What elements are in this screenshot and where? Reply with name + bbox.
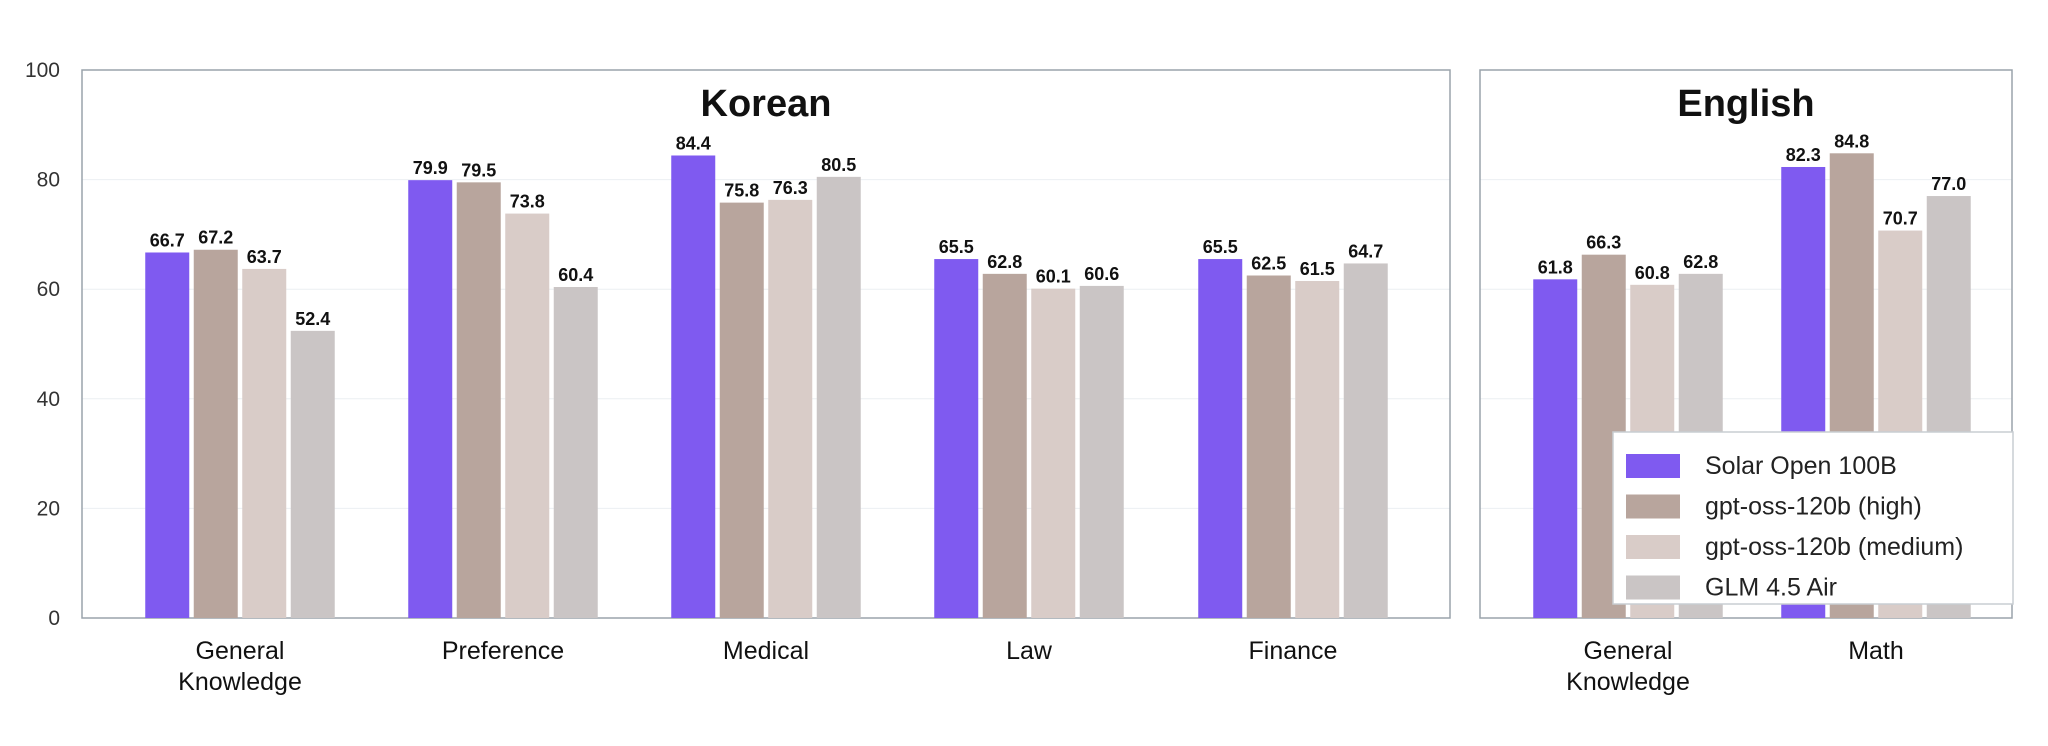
bar xyxy=(408,180,453,618)
legend-label: gpt-oss-120b (medium) xyxy=(1705,533,1963,561)
category-label-line: Finance xyxy=(1249,637,1338,665)
value-label: 60.6 xyxy=(1084,264,1119,284)
category-label: General Knowledge xyxy=(178,637,302,696)
value-label: 65.5 xyxy=(1203,237,1238,257)
bar xyxy=(671,155,716,618)
value-label: 65.5 xyxy=(939,237,974,257)
bar xyxy=(193,249,238,618)
bar xyxy=(719,202,764,618)
bar xyxy=(1295,280,1340,618)
value-label: 84.8 xyxy=(1834,131,1869,151)
value-label: 79.9 xyxy=(413,158,448,178)
value-label: 60.8 xyxy=(1635,263,1670,283)
y-tick-label: 20 xyxy=(37,497,60,520)
value-label: 64.7 xyxy=(1348,241,1383,261)
value-label: 60.1 xyxy=(1036,267,1071,287)
category-label: Preference xyxy=(442,637,564,665)
y-tick-label: 40 xyxy=(37,388,60,411)
category-label-line: Knowledge xyxy=(178,668,302,696)
bar xyxy=(290,330,335,618)
category-label-line: Medical xyxy=(723,637,809,665)
value-label: 60.4 xyxy=(558,265,593,285)
bar xyxy=(982,273,1027,618)
category-label-line: Preference xyxy=(442,637,564,665)
value-label: 66.3 xyxy=(1586,233,1621,253)
value-label: 61.5 xyxy=(1300,259,1335,279)
value-label: 66.7 xyxy=(150,230,185,250)
category-label: Math xyxy=(1848,637,1904,665)
category-label-line: Math xyxy=(1848,637,1904,665)
bar xyxy=(1343,263,1388,618)
y-tick-label: 0 xyxy=(48,607,60,630)
panel-title: English xyxy=(1677,83,1814,125)
bar xyxy=(553,287,598,618)
bar xyxy=(1198,259,1243,618)
category-label: Finance xyxy=(1249,637,1338,665)
bar xyxy=(1533,279,1578,618)
panel-frame xyxy=(81,69,1451,619)
bar xyxy=(1079,285,1124,618)
value-label: 73.8 xyxy=(510,192,545,212)
category-label: Medical xyxy=(723,637,809,665)
value-label: 61.8 xyxy=(1538,257,1573,277)
value-label: 63.7 xyxy=(247,247,282,267)
value-label: 79.5 xyxy=(461,160,496,180)
value-label: 75.8 xyxy=(724,181,759,201)
legend-swatch xyxy=(1626,494,1680,519)
value-label: 70.7 xyxy=(1883,209,1918,229)
bar xyxy=(768,199,813,618)
value-label: 62.5 xyxy=(1251,254,1286,274)
category-label: General Knowledge xyxy=(1566,637,1690,696)
bar xyxy=(145,252,190,618)
bar xyxy=(934,259,979,618)
legend-label: gpt-oss-120b (high) xyxy=(1705,493,1922,521)
legend-label: GLM 4.5 Air xyxy=(1705,574,1837,602)
value-label: 62.8 xyxy=(987,252,1022,272)
category-label: Law xyxy=(1006,637,1053,665)
category-label-line: General xyxy=(1584,637,1673,665)
legend-swatch xyxy=(1626,535,1680,559)
category-label-line: General xyxy=(196,637,285,665)
value-label: 84.4 xyxy=(676,133,711,153)
legend-label: Solar Open 100B xyxy=(1705,452,1897,480)
bar xyxy=(1246,275,1291,618)
value-label: 76.3 xyxy=(773,178,808,198)
bar xyxy=(816,176,861,619)
value-label: 67.2 xyxy=(198,228,233,248)
value-label: 62.8 xyxy=(1683,252,1718,272)
bar xyxy=(505,213,550,619)
y-tick-label: 100 xyxy=(25,59,60,82)
category-label-line: Knowledge xyxy=(1566,668,1690,696)
legend-swatch xyxy=(1626,575,1680,600)
bar xyxy=(456,182,501,618)
panel-title: Korean xyxy=(701,83,832,125)
value-label: 80.5 xyxy=(821,155,856,175)
bar xyxy=(1031,288,1076,618)
category-label-line: Law xyxy=(1006,637,1053,665)
bar xyxy=(242,268,287,618)
y-tick-label: 80 xyxy=(37,169,60,192)
value-label: 82.3 xyxy=(1786,145,1821,165)
y-tick-label: 60 xyxy=(37,278,60,301)
value-label: 77.0 xyxy=(1931,174,1966,194)
legend-swatch xyxy=(1626,454,1680,478)
value-label: 52.4 xyxy=(295,309,330,329)
panel-frame xyxy=(1479,69,2013,619)
